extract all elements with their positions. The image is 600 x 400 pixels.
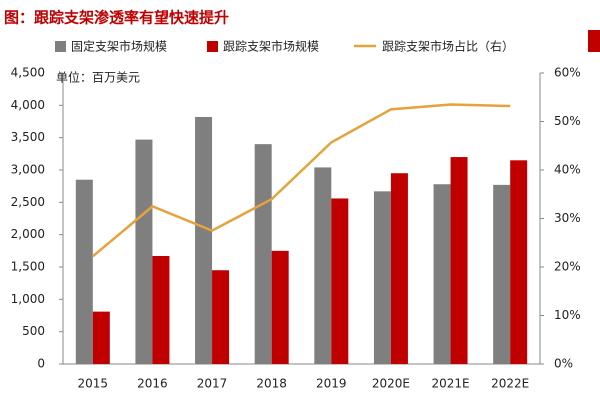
x-tick-label: 2015 [78, 377, 109, 391]
bar [331, 198, 349, 364]
bar [212, 270, 230, 364]
legend-label: 固定支架市场规模 [71, 39, 167, 54]
y2-tick-label: 60% [554, 66, 581, 80]
bar [271, 250, 289, 364]
legend-label: 跟踪支架市场占比（右） [382, 39, 514, 54]
y2-tick-label: 50% [554, 114, 581, 128]
bar [195, 116, 213, 365]
y-tick-label: 500 [22, 324, 45, 338]
bar [433, 184, 451, 364]
x-tick-label: 2020E [372, 377, 410, 391]
legend-swatch [207, 41, 218, 52]
x-tick-label: 2021E [432, 377, 470, 391]
legend-swatch [55, 41, 66, 52]
y-tick-label: 2,500 [11, 195, 45, 209]
bar [450, 157, 468, 364]
chart-title: 图：跟踪支架渗透率有望快速提升 [4, 9, 229, 27]
y2-tick-label: 40% [554, 163, 581, 177]
bar [135, 139, 153, 364]
unit-annotation: 单位：百万美元 [56, 70, 140, 85]
x-tick-label: 2019 [316, 377, 347, 391]
y2-tick-label: 20% [554, 260, 581, 274]
bar [314, 167, 332, 364]
bar [92, 311, 110, 364]
x-tick-label: 2018 [256, 377, 287, 391]
y-tick-label: 4,500 [11, 66, 45, 80]
x-tick-label: 2017 [197, 377, 228, 391]
y-tick-label: 3,000 [11, 163, 45, 177]
y2-tick-label: 0% [554, 357, 573, 371]
y-tick-label: 1,000 [11, 292, 45, 306]
bar [510, 160, 528, 364]
bar [152, 256, 170, 364]
y-tick-label: 2,000 [11, 227, 45, 241]
bar [75, 179, 93, 364]
bar [493, 184, 511, 364]
line [92, 103, 511, 258]
x-tick-label: 2022E [491, 377, 529, 391]
y2-tick-label: 10% [554, 308, 581, 322]
bar [390, 173, 408, 364]
y2-tick-label: 30% [554, 211, 581, 225]
y-tick-label: 3,500 [11, 130, 45, 144]
bar [373, 191, 391, 364]
y-tick-label: 0 [37, 357, 45, 371]
bar [254, 144, 272, 364]
decoration [588, 30, 600, 52]
y-tick-label: 4,000 [11, 98, 45, 112]
legend-label: 跟踪支架市场规模 [223, 39, 319, 54]
y-tick-label: 1,500 [11, 260, 45, 274]
x-tick-label: 2016 [137, 377, 168, 391]
